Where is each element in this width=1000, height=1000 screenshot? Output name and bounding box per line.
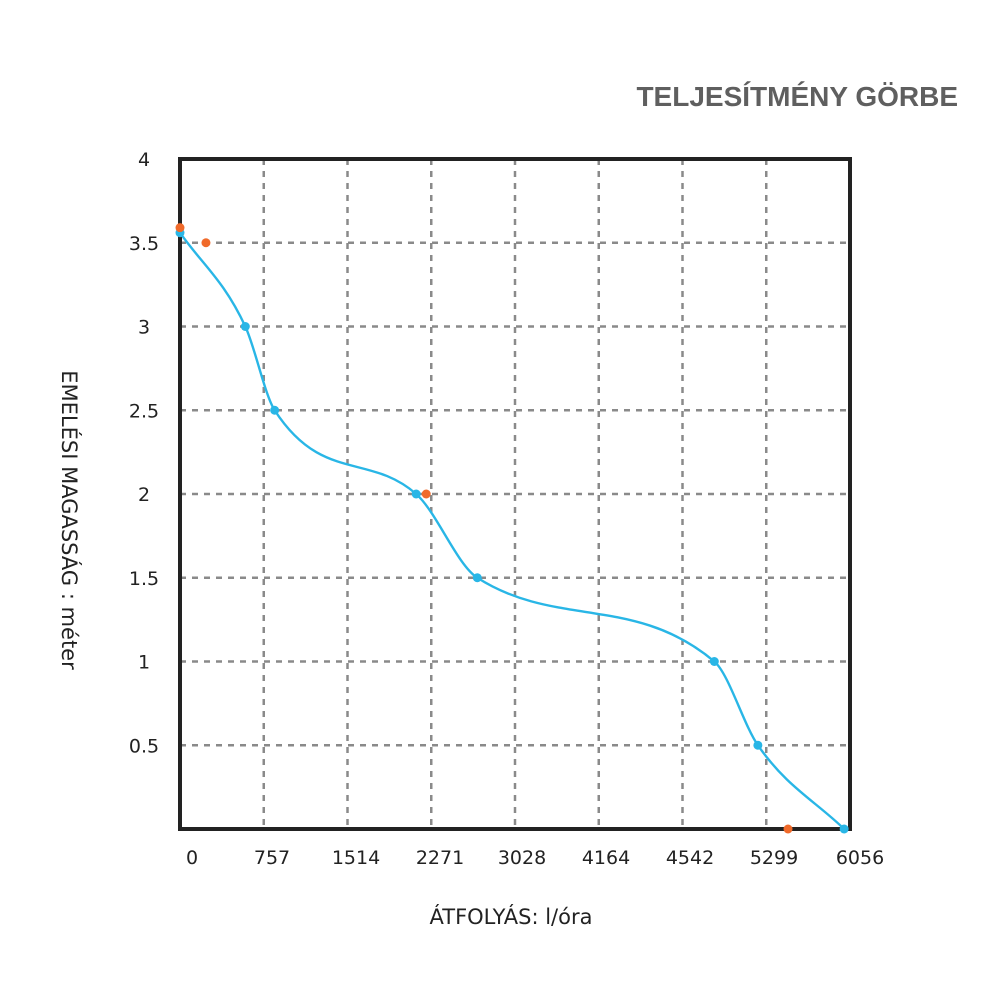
data-point-series-2 (783, 824, 793, 834)
x-tick-label: 3028 (498, 847, 546, 869)
y-tick-label: 2 (138, 484, 150, 506)
x-tick-label: 1514 (332, 847, 380, 869)
y-tick-labels: 4 3.5 3 2.5 2 1.5 1 0.5 (129, 149, 159, 757)
chart-title: TELJESÍTMÉNY GÖRBE (636, 81, 958, 112)
x-tick-label: 6056 (836, 847, 884, 869)
data-point-series-1 (472, 573, 482, 583)
x-tick-label: 5299 (750, 847, 798, 869)
x-tick-label: 4164 (582, 847, 630, 869)
data-point-series-1 (753, 740, 763, 750)
x-tick-label: 757 (254, 847, 290, 869)
data-points (175, 223, 849, 834)
x-tick-label: 4542 (666, 847, 714, 869)
y-tick-label: 4 (138, 149, 150, 171)
y-axis-label: EMELÉSI MAGASSÁG : méter (57, 370, 82, 670)
y-tick-label: 3 (138, 317, 150, 339)
y-tick-label: 3.5 (129, 233, 159, 255)
data-point-series-1 (270, 405, 280, 415)
x-tick-label: 0 (186, 847, 198, 869)
data-point-series-1 (240, 322, 250, 331)
data-point-series-2 (201, 238, 211, 248)
x-axis-label: ÁTFOLYÁS: l/óra (430, 904, 593, 929)
y-tick-label: 1.5 (129, 568, 159, 590)
data-point-series-1 (839, 824, 849, 834)
x-tick-labels: 0 757 1514 2271 3028 4164 4542 5299 6056 (186, 847, 884, 869)
data-point-series-1 (709, 657, 719, 666)
y-tick-label: 1 (138, 652, 150, 674)
grid-lines (180, 159, 850, 829)
plot-frame (178, 157, 852, 831)
data-point-series-2 (175, 223, 185, 233)
x-tick-label: 2271 (416, 847, 464, 869)
data-point-series-2 (421, 489, 431, 499)
data-point-series-1 (411, 489, 421, 499)
y-tick-label: 2.5 (129, 400, 159, 422)
y-tick-label: 0.5 (129, 735, 159, 757)
performance-curve-line (179, 232, 845, 830)
